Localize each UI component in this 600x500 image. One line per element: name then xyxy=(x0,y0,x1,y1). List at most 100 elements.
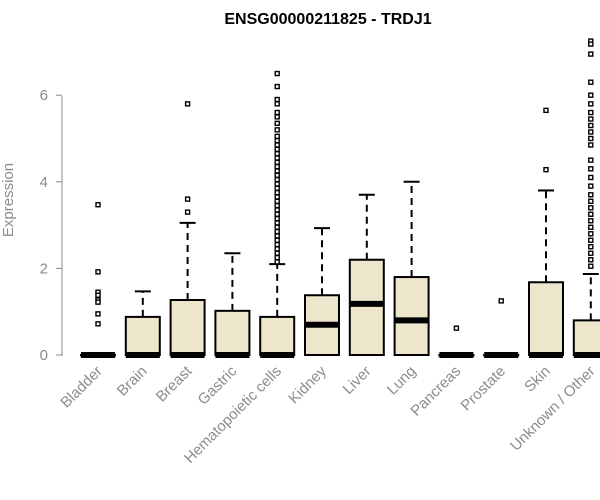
x-label-bladder: Bladder xyxy=(57,363,106,412)
outlier-unknown-other-4 xyxy=(588,92,594,98)
outlier-bladder-7 xyxy=(95,321,101,327)
box-liver xyxy=(348,258,385,356)
outlier-hematopoietic-cells-17 xyxy=(274,172,280,179)
outlier-hematopoietic-cells-9 xyxy=(274,137,280,144)
outlier-hematopoietic-cells-24 xyxy=(274,202,280,209)
box-skin xyxy=(528,281,564,357)
x-label-lung: Lung xyxy=(384,363,420,399)
box-group-liver xyxy=(348,193,385,356)
outlier-skin-0 xyxy=(543,107,549,114)
outlier-unknown-other-12 xyxy=(588,157,594,163)
outlier-hematopoietic-cells-31 xyxy=(274,233,280,239)
outlier-unknown-other-2 xyxy=(588,51,594,57)
box-unknown-other xyxy=(572,319,600,356)
outlier-breast-1 xyxy=(184,196,191,202)
box-group-prostate xyxy=(483,298,520,358)
outlier-hematopoietic-cells-15 xyxy=(274,163,280,170)
outlier-hematopoietic-cells-37 xyxy=(274,259,280,265)
outlier-hematopoietic-cells-20 xyxy=(274,185,280,191)
outlier-hematopoietic-cells-13 xyxy=(274,155,280,161)
outlier-unknown-other-27 xyxy=(588,263,594,269)
outlier-hematopoietic-cells-8 xyxy=(274,133,280,140)
outlier-bladder-0 xyxy=(95,202,101,208)
outlier-unknown-other-21 xyxy=(588,224,594,230)
outlier-hematopoietic-cells-36 xyxy=(274,254,280,261)
box-gastric xyxy=(214,309,251,357)
outlier-hematopoietic-cells-22 xyxy=(274,194,280,200)
boxes-group xyxy=(80,38,600,358)
outlier-unknown-other-19 xyxy=(588,211,594,217)
outlier-hematopoietic-cells-27 xyxy=(274,215,280,222)
box-group-hematopoietic-cells xyxy=(259,70,296,358)
outlier-unknown-other-5 xyxy=(588,101,594,107)
outlier-unknown-other-6 xyxy=(588,109,594,116)
box-hematopoietic-cells xyxy=(259,315,296,356)
outlier-hematopoietic-cells-14 xyxy=(274,159,280,166)
outlier-skin-1 xyxy=(543,166,549,173)
box-group-skin xyxy=(528,107,564,358)
outlier-unknown-other-20 xyxy=(588,218,594,224)
box-group-brain xyxy=(124,290,161,358)
y-axis-label: Expression xyxy=(0,163,17,237)
outlier-unknown-other-22 xyxy=(588,231,594,237)
outlier-unknown-other-23 xyxy=(588,237,594,243)
outlier-unknown-other-16 xyxy=(588,192,594,198)
outlier-breast-2 xyxy=(184,209,191,215)
chart-title: ENSG00000211825 - TRDJ1 xyxy=(224,11,431,28)
outlier-unknown-other-25 xyxy=(588,250,594,256)
outlier-hematopoietic-cells-26 xyxy=(274,211,280,217)
outlier-hematopoietic-cells-28 xyxy=(274,220,280,226)
outlier-bladder-3 xyxy=(95,292,101,298)
outlier-hematopoietic-cells-29 xyxy=(274,224,280,230)
box-group-lung xyxy=(393,180,430,356)
outlier-unknown-other-11 xyxy=(588,142,594,148)
outlier-hematopoietic-cells-11 xyxy=(274,146,280,153)
outlier-unknown-other-14 xyxy=(588,174,594,181)
outlier-hematopoietic-cells-23 xyxy=(274,198,280,204)
outlier-hematopoietic-cells-12 xyxy=(274,150,280,157)
outlier-unknown-other-15 xyxy=(588,183,594,189)
outlier-hematopoietic-cells-1 xyxy=(274,83,280,90)
outlier-bladder-1 xyxy=(95,269,101,275)
outlier-unknown-other-10 xyxy=(588,135,594,142)
outlier-hematopoietic-cells-34 xyxy=(274,246,280,252)
outlier-hematopoietic-cells-4 xyxy=(274,109,280,116)
outlier-hematopoietic-cells-35 xyxy=(274,250,280,256)
outlier-unknown-other-18 xyxy=(588,205,594,211)
x-label-breast: Breast xyxy=(153,362,196,405)
box-group-breast xyxy=(169,101,206,358)
y-axis-ticks: 0 2 4 6 xyxy=(40,87,62,364)
outlier-unknown-other-13 xyxy=(588,166,594,172)
box-group-pancreas xyxy=(438,325,475,358)
outlier-hematopoietic-cells-21 xyxy=(274,189,280,196)
outlier-hematopoietic-cells-5 xyxy=(274,114,280,120)
outlier-hematopoietic-cells-32 xyxy=(274,237,280,243)
outlier-unknown-other-8 xyxy=(588,122,594,129)
outlier-prostate-0 xyxy=(498,298,504,304)
outlier-unknown-other-24 xyxy=(588,244,594,250)
x-label-prostate: Prostate xyxy=(457,363,509,415)
x-label-brain: Brain xyxy=(114,363,151,400)
outlier-hematopoietic-cells-6 xyxy=(274,120,280,127)
outlier-hematopoietic-cells-19 xyxy=(274,181,280,187)
outlier-hematopoietic-cells-33 xyxy=(274,241,280,248)
outlier-bladder-6 xyxy=(95,311,101,317)
y-tick-label-2: 2 xyxy=(40,260,48,277)
outlier-unknown-other-1 xyxy=(588,41,594,47)
box-group-bladder xyxy=(80,202,116,358)
outlier-unknown-other-3 xyxy=(588,79,594,85)
outlier-unknown-other-17 xyxy=(588,198,594,204)
box-breast xyxy=(169,299,206,357)
outlier-hematopoietic-cells-0 xyxy=(274,70,280,77)
outlier-hematopoietic-cells-3 xyxy=(274,101,280,107)
x-label-kidney: Kidney xyxy=(285,362,330,407)
box-group-kidney xyxy=(304,227,340,357)
outlier-hematopoietic-cells-16 xyxy=(274,168,280,174)
y-tick-label-4: 4 xyxy=(40,174,48,191)
outlier-hematopoietic-cells-18 xyxy=(274,176,280,183)
outlier-unknown-other-26 xyxy=(588,257,594,263)
y-tick-label-6: 6 xyxy=(40,87,48,104)
